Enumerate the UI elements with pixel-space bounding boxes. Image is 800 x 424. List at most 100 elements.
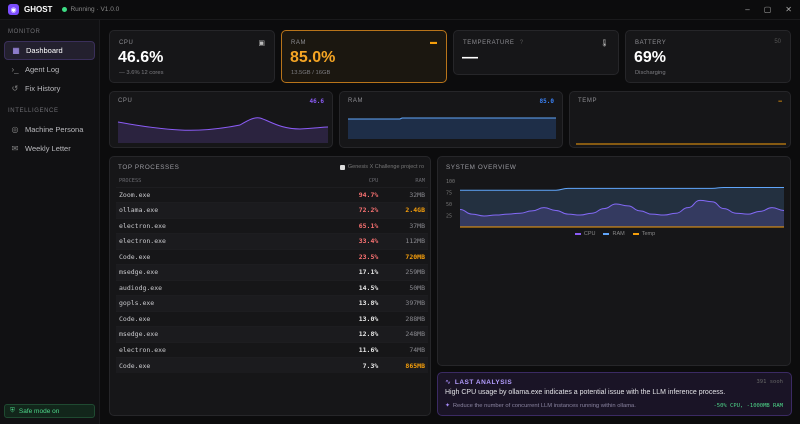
- legend-label: CPU: [583, 231, 596, 237]
- ram-mini-value: 85.0: [539, 98, 554, 105]
- cpu-sparkline: [117, 117, 329, 143]
- legend-swatch: [632, 233, 639, 235]
- process-cpu: 65.1%: [328, 217, 382, 234]
- section-label-intelligence: INTELLIGENCE: [8, 108, 59, 114]
- table-row[interactable]: gopls.exe 13.8% 397MB: [116, 295, 428, 311]
- process-name: Code.exe: [116, 310, 329, 327]
- mail-icon: ✉: [11, 144, 19, 153]
- safe-mode-badge[interactable]: ⛨ Safe mode on: [4, 404, 95, 418]
- grid-icon: ▦: [12, 46, 20, 55]
- legend-swatch: [574, 233, 581, 235]
- system-overview-chart: 100 75 50 25: [446, 179, 785, 228]
- table-row[interactable]: Code.exe 7.3% 865MB: [116, 357, 428, 373]
- analysis-header: ∿ LAST ANALYSIS: [445, 378, 512, 387]
- process-ram: 720MB: [381, 248, 428, 265]
- cpu-mini-value: 46.6: [309, 98, 324, 105]
- process-ram: 50MB: [381, 279, 428, 296]
- process-cpu: 33.4%: [328, 233, 382, 249]
- battery-stat-sub: Discharging: [635, 70, 666, 76]
- process-cpu: 11.6%: [328, 341, 382, 358]
- column-header-process[interactable]: PROCESS: [119, 177, 142, 184]
- app-status: Running · V1.0.0: [70, 6, 120, 13]
- legend-item: CPU: [574, 231, 596, 237]
- legend-label: RAM: [612, 231, 625, 237]
- y-tick-label: 100: [446, 179, 455, 185]
- process-ram: 74MB: [381, 341, 428, 358]
- system-overview-panel: SYSTEM OVERVIEW 100 75 50 25 CPU RAM Temp: [437, 156, 791, 366]
- process-name: audiodg.exe: [116, 279, 329, 296]
- sidebar-item-label: Machine Persona: [25, 125, 84, 134]
- process-ram: 288MB: [381, 310, 428, 327]
- ram-stat-card: RAM ▬ 85.0% 13.5GB / 16GB: [281, 30, 447, 83]
- process-name: electron.exe: [116, 233, 329, 249]
- series-area-ram: [460, 187, 784, 227]
- temperature-stat-label: TEMPERATURE ?: [463, 40, 524, 46]
- safe-mode-label: Safe mode on: [18, 407, 60, 415]
- persona-icon: ◎: [11, 125, 19, 134]
- ram-stat-sub: 13.5GB / 16GB: [291, 70, 331, 76]
- section-label-monitor: MONITOR: [8, 29, 41, 35]
- processes-note: Genesis X Challenge project ro: [339, 164, 424, 170]
- temp-mini-label: TEMP: [578, 98, 598, 104]
- sidebar-item-label: Fix History: [25, 84, 61, 93]
- temp-mini-chart-card: TEMP —: [569, 91, 791, 148]
- sidebar-item-label: Weekly Letter: [25, 144, 71, 153]
- process-cpu: 12.8%: [328, 326, 382, 342]
- sidebar-item-fix-history[interactable]: ↺ Fix History: [4, 79, 95, 98]
- ghost-icon: ◉: [8, 4, 19, 15]
- table-row[interactable]: msedge.exe 17.1% 259MB: [116, 264, 428, 280]
- sidebar-item-dashboard[interactable]: ▦ Dashboard: [4, 41, 95, 60]
- battery-stat-card: BATTERY 50 69% Discharging: [625, 30, 791, 83]
- cpu-mini-label: CPU: [118, 98, 133, 104]
- cpu-stat-sub: — 3.6% 12 cores: [119, 70, 164, 76]
- cpu-stat-card: CPU ▣ 46.6% — 3.6% 12 cores: [109, 30, 275, 83]
- table-row[interactable]: msedge.exe 12.8% 248MB: [116, 326, 428, 342]
- pulse-icon: ∿: [445, 379, 451, 386]
- table-row[interactable]: electron.exe 33.4% 112MB: [116, 233, 428, 249]
- chip-icon: ▣: [258, 40, 265, 47]
- sidebar: MONITOR ▦ Dashboard ›_ Agent Log ↺ Fix H…: [0, 20, 100, 424]
- process-name: electron.exe: [116, 341, 329, 358]
- process-name: Code.exe: [116, 248, 329, 265]
- top-processes-panel: TOP PROCESSES Genesis X Challenge projec…: [109, 156, 431, 416]
- title-bar: ◉ GHOST Running · V1.0.0 – ▢ ✕: [0, 0, 800, 20]
- legend-swatch: [603, 233, 610, 235]
- process-cpu: 13.0%: [328, 310, 382, 327]
- legend-label: Temp: [641, 231, 656, 237]
- table-row[interactable]: Zoom.exe 94.7% 32MB: [116, 186, 428, 203]
- table-row[interactable]: Code.exe 23.5% 720MB: [116, 248, 428, 265]
- app-name: GHOST: [24, 5, 53, 14]
- table-row[interactable]: Code.exe 13.0% 288MB: [116, 310, 428, 327]
- table-row[interactable]: electron.exe 65.1% 37MB: [116, 217, 428, 234]
- analysis-fix: ✦ Reduce the number of concurrent LLM in…: [445, 403, 636, 409]
- analysis-age: 391 sooh: [756, 379, 784, 385]
- process-cpu: 72.2%: [328, 202, 382, 218]
- process-name: Code.exe: [116, 357, 329, 373]
- battery-stat-label: BATTERY: [635, 40, 667, 46]
- y-tick-label: 50: [446, 202, 452, 208]
- column-header-ram[interactable]: RAM: [415, 177, 425, 184]
- ram-sparkline: [348, 117, 556, 139]
- maximize-button[interactable]: ▢: [763, 5, 772, 14]
- legend-item: Temp: [632, 231, 656, 237]
- process-cpu: 23.5%: [328, 248, 382, 265]
- ram-stat-value: 85.0%: [290, 49, 336, 66]
- sidebar-item-agent-log[interactable]: ›_ Agent Log: [4, 60, 95, 79]
- process-ram: 37MB: [381, 217, 428, 234]
- sidebar-item-machine-persona[interactable]: ◎ Machine Persona: [4, 120, 95, 139]
- minimize-button[interactable]: –: [745, 5, 750, 14]
- table-row[interactable]: ollama.exe 72.2% 2.4GB: [116, 202, 428, 218]
- process-name: Zoom.exe: [116, 186, 329, 203]
- battery-stat-value: 69%: [634, 49, 667, 66]
- series-area-cpu: [460, 200, 784, 227]
- ram-mini-chart-card: RAM 85.0: [339, 91, 563, 148]
- column-header-cpu[interactable]: CPU: [368, 177, 379, 184]
- sidebar-item-weekly-letter[interactable]: ✉ Weekly Letter: [4, 139, 95, 158]
- top-processes-title: TOP PROCESSES: [118, 164, 180, 171]
- table-row[interactable]: audiodg.exe 14.5% 50MB: [116, 279, 428, 296]
- ram-stat-label: RAM: [291, 40, 307, 46]
- table-row[interactable]: electron.exe 11.6% 74MB: [116, 341, 428, 358]
- close-button[interactable]: ✕: [785, 5, 792, 14]
- process-ram: 259MB: [381, 264, 428, 280]
- history-icon: ↺: [11, 84, 19, 93]
